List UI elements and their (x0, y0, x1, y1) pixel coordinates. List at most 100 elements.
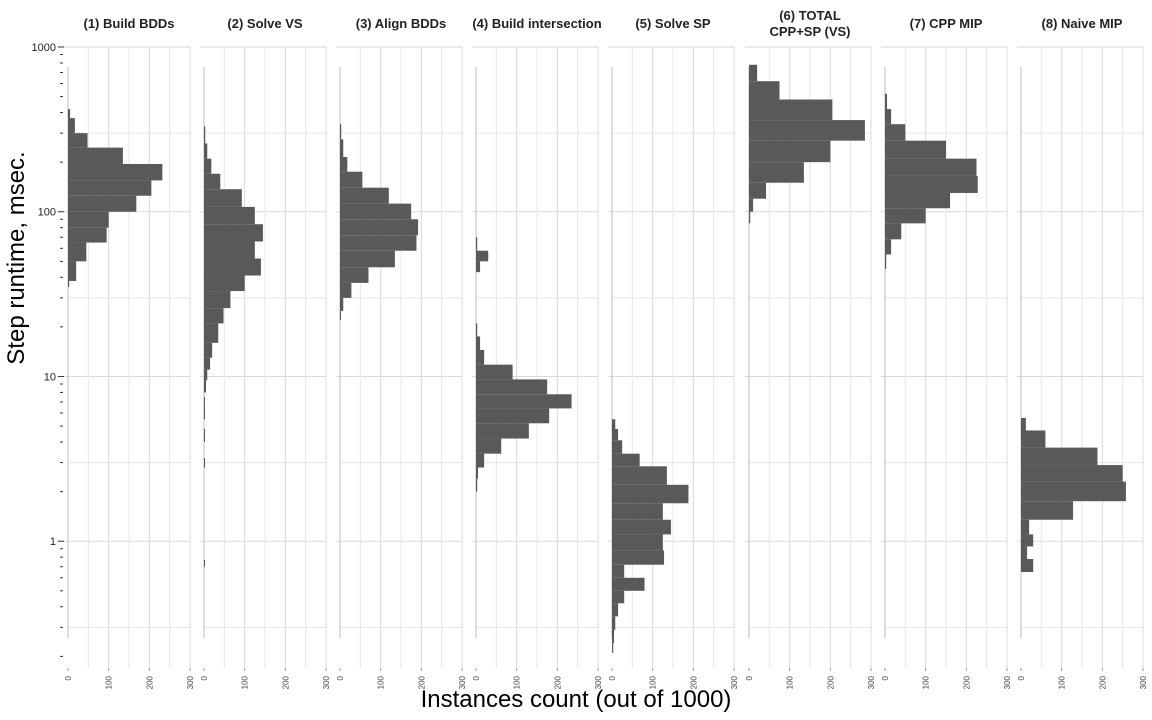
histogram-bar (885, 208, 926, 224)
panel-title: (5) Solve SP (635, 16, 710, 31)
histogram-bar (476, 453, 485, 468)
histogram-bar (749, 162, 804, 183)
histogram-bar (340, 282, 352, 298)
histogram-bar (885, 109, 892, 125)
histogram-bar (612, 428, 619, 441)
x-tick-label: 0 (200, 675, 209, 680)
y-tick-label: 1 (50, 536, 56, 548)
x-tick-label: 0 (472, 675, 481, 680)
histogram-bar (340, 310, 341, 321)
x-tick-label: 0 (608, 675, 617, 680)
histogram-bar (612, 419, 616, 429)
y-axis: 1 10 100 1000 (32, 42, 64, 657)
histogram-bar (885, 124, 906, 141)
y-axis-label: Step runtime, msec. (3, 151, 30, 364)
histogram-bar (476, 438, 502, 454)
x-tick-label: 200 (553, 675, 562, 689)
histogram-bar (68, 133, 88, 148)
histogram-bar (340, 156, 348, 172)
histogram-bar (68, 211, 109, 228)
histogram-bar (68, 147, 123, 164)
x-tick-label: 200 (417, 675, 426, 689)
x-tick-label: 300 (867, 675, 876, 689)
panel-5: (5) Solve SP 0 100 200 300 (608, 16, 739, 689)
panel-2: (2) Solve VS 0 100 200 300 (200, 16, 331, 689)
panel-title-line: CPP+SP (VS) (769, 24, 850, 39)
histogram-bar (1021, 501, 1074, 520)
panel-3: (3) Align BDDs 0 100 200 300 (336, 16, 467, 689)
histogram-bar (612, 577, 645, 591)
histogram-bar (1021, 546, 1028, 559)
histogram-bar (204, 158, 212, 174)
histogram-bar (612, 643, 614, 653)
histogram-bar (885, 158, 977, 176)
x-tick-label: 300 (458, 675, 467, 689)
histogram-bar (204, 258, 261, 276)
histogram-bar (340, 187, 389, 204)
histogram-bar (885, 239, 892, 255)
histogram-bar (476, 336, 481, 350)
panel-title-line: (7) CPP MIP (910, 16, 983, 31)
histogram-bar (340, 171, 363, 188)
x-tick-label: 300 (1139, 675, 1148, 689)
histogram-bar (204, 323, 219, 343)
histogram-bar (885, 254, 887, 269)
y-tick-label: 10 (44, 371, 56, 383)
histogram-bar (204, 126, 206, 144)
histogram-bar (612, 564, 625, 578)
histogram-bar (68, 109, 71, 119)
histogram-bar (204, 357, 211, 370)
x-tick-label: 100 (922, 675, 931, 689)
panels-group: (1) Build BDDs 0 100 200 300 (2) Solve VS 0 100… (64, 8, 1148, 689)
histogram-bar (204, 342, 213, 358)
histogram-bar (204, 369, 208, 381)
histogram-bar (612, 534, 663, 551)
histogram-bar (204, 458, 205, 468)
histogram-bar (68, 242, 87, 262)
x-tick-label: 0 (1017, 675, 1026, 680)
panel-title: (6) TOTAL CPP+SP (VS) (769, 8, 850, 39)
x-tick-label: 0 (881, 675, 890, 680)
panel-title-line: (2) Solve VS (227, 16, 302, 31)
histogram-bar (476, 349, 485, 365)
histogram-bar (476, 394, 572, 409)
histogram-bar (612, 519, 671, 535)
panel-1: (1) Build BDDs 0 100 200 300 (64, 16, 195, 689)
histogram-bar (68, 195, 137, 212)
histogram-bar (612, 440, 623, 454)
histogram-bar (1021, 558, 1034, 573)
histogram-bar (204, 224, 263, 242)
histogram-bar (204, 397, 205, 408)
histogram-bar (68, 118, 75, 134)
y-tick-label: 1000 (32, 42, 56, 54)
x-tick-label: 300 (1003, 675, 1012, 689)
panel-title-line: (5) Solve SP (635, 16, 710, 31)
histogram-bar (612, 466, 667, 485)
histogram-bar (476, 237, 478, 251)
histogram-bar (204, 559, 205, 567)
y-tick-label: 100 (38, 207, 56, 219)
histogram-bar (204, 291, 231, 309)
histogram-bar (204, 143, 208, 159)
histogram-bar (749, 198, 754, 212)
histogram-bar (340, 235, 417, 251)
histogram-bar (749, 140, 831, 163)
histogram-bar (340, 139, 344, 157)
histogram-bar (204, 275, 245, 292)
x-tick-label: 300 (186, 675, 195, 689)
histogram-bar (885, 140, 946, 159)
histogram-bar (68, 261, 77, 281)
histogram-bar (612, 590, 625, 604)
histogram-bar (1021, 481, 1126, 502)
histogram-bar (749, 120, 865, 141)
histogram-bar (885, 93, 888, 110)
x-tick-label: 0 (64, 675, 73, 680)
histogram-bar (1021, 447, 1098, 466)
x-tick-label: 100 (105, 675, 114, 689)
histogram-bar (68, 280, 70, 287)
histogram-bar (749, 64, 758, 82)
panel-title: (3) Align BDDs (356, 16, 447, 31)
histogram-bar (340, 219, 419, 236)
histogram-bar (476, 379, 548, 395)
histogram-bar (1021, 534, 1034, 547)
